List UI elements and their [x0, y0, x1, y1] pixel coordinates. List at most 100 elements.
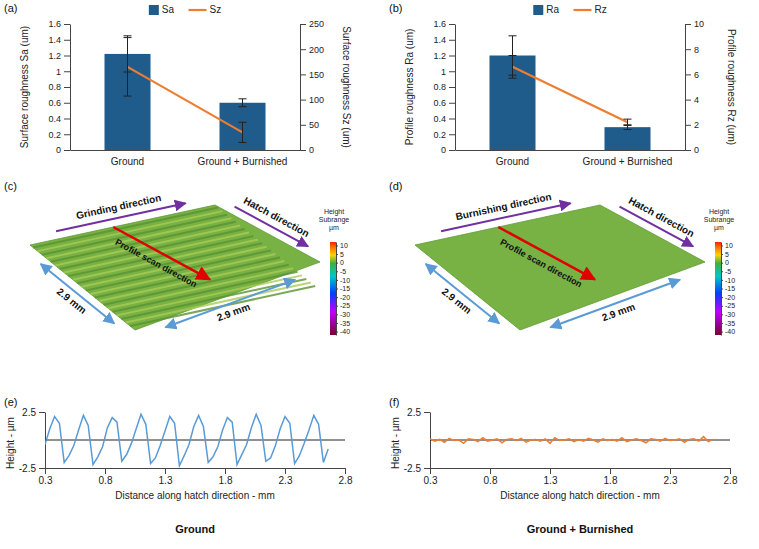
axis: -2.52.5: [404, 407, 431, 474]
panel-label: (f): [389, 396, 399, 408]
tick: 2.5: [22, 407, 45, 418]
tick-label: 4: [694, 95, 699, 105]
plot-area: [105, 36, 266, 150]
tick-label: 150: [309, 70, 324, 80]
tick-mark: [721, 332, 723, 333]
tick-label: 0.6: [433, 98, 446, 108]
tick: 4: [685, 95, 699, 105]
tick: -35: [336, 320, 350, 327]
legend-label: Ra: [546, 4, 559, 15]
tick: 0.8: [99, 468, 113, 486]
caption: Ground + Burnished: [527, 523, 634, 535]
tick-label: 0: [309, 145, 314, 155]
profile-line: [430, 437, 713, 444]
tick-label: -20: [725, 294, 735, 301]
tick-mark: [39, 412, 45, 413]
axis: 1050-5-10-15-20-25-30-35-40: [721, 242, 735, 335]
colorbar-title: µm: [329, 224, 339, 232]
tick-mark: [721, 263, 723, 264]
tick: -40: [336, 328, 350, 335]
tick: -30: [721, 311, 735, 318]
tick-mark: [721, 297, 723, 298]
tick-label: 0.2: [433, 130, 446, 140]
tick: 1.4: [433, 35, 455, 45]
tick-mark: [550, 468, 551, 474]
tick-label: 250: [309, 19, 324, 29]
tick-mark: [64, 24, 70, 25]
axis-line: [46, 468, 346, 469]
tick: -40: [721, 328, 735, 335]
tick: Ground: [496, 156, 529, 167]
annotation: Profile scan direction: [114, 237, 199, 289]
tick: 5: [336, 251, 344, 258]
tick-mark: [45, 468, 46, 474]
tick: -5: [721, 268, 731, 275]
tick-mark: [64, 103, 70, 104]
tick-mark: [336, 314, 338, 315]
tick-label: 2.3: [664, 475, 678, 486]
tick: 100: [300, 95, 324, 105]
tick-label: 5: [340, 251, 344, 258]
tick: -20: [336, 294, 350, 301]
tick-label: 10: [725, 242, 733, 249]
axis: Ground Ground + Burnished: [456, 151, 686, 168]
legend-swatch: [188, 9, 206, 11]
tick-mark: [721, 323, 723, 324]
tick-label: 10: [694, 19, 704, 29]
tick-mark: [685, 24, 691, 25]
tick: 1.8: [219, 468, 233, 486]
tick-label: 50: [309, 120, 319, 130]
tick-mark: [449, 40, 455, 41]
tick-label: 2.5: [22, 407, 36, 418]
tick: -30: [336, 311, 350, 318]
tick: 2.3: [279, 468, 293, 486]
tick-label: 0.8: [433, 82, 446, 92]
tick-mark: [300, 150, 306, 151]
error-bar: [624, 119, 632, 125]
panel: Burnishing directionHatch direction2.9 m…: [415, 191, 735, 336]
panel-label: (e): [4, 396, 17, 408]
tick-mark: [721, 289, 723, 290]
tick: Ground + Burnished: [583, 156, 673, 167]
tick: Ground + Burnished: [198, 156, 288, 167]
legend-label: Rz: [594, 4, 606, 15]
tick-mark: [449, 24, 455, 25]
tick-label: 2.3: [279, 475, 293, 486]
tick-label: -15: [340, 285, 350, 292]
annotation: 2.9 mm: [440, 286, 474, 316]
colorbar-title: Height: [324, 208, 344, 216]
tick-mark: [685, 49, 691, 50]
plot-area: [45, 414, 328, 466]
tick-mark: [39, 468, 45, 469]
tick: 0: [441, 145, 455, 155]
figure-svg: 00.20.40.60.811.21.41.6050100150200250Gr…: [0, 0, 759, 549]
tick: 0.2: [48, 130, 70, 140]
tick-label: 2.8: [339, 475, 353, 486]
tick-mark: [64, 87, 70, 88]
tick: -15: [336, 285, 350, 292]
tick: 1.8: [604, 468, 618, 486]
tick: 0.6: [433, 98, 455, 108]
tick-mark: [721, 254, 723, 255]
axis-line: [685, 25, 686, 151]
tick-mark: [449, 150, 455, 151]
axis: Ground Ground + Burnished: [71, 151, 301, 168]
tick-label: 6: [694, 70, 699, 80]
tick-label: 10: [340, 242, 348, 249]
axis: 1050-5-10-15-20-25-30-35-40: [336, 242, 350, 335]
error-bar: [239, 122, 247, 142]
axis: 050100150200250: [300, 19, 324, 155]
tick-mark: [424, 412, 430, 413]
tick-label: Ground: [111, 156, 144, 167]
tick: 0: [56, 145, 70, 155]
annotation: Hatch direction: [242, 195, 311, 239]
axis-title: Distance along hatch direction - mm: [115, 490, 275, 501]
tick-mark: [721, 271, 723, 272]
tick-label: -10: [340, 277, 350, 284]
legend-swatch: [573, 9, 591, 11]
tick-label: 1.4: [48, 35, 61, 45]
tick-mark: [336, 323, 338, 324]
error-bar: [509, 56, 517, 79]
tick: 6: [685, 70, 699, 80]
tick: 1.3: [544, 468, 558, 486]
